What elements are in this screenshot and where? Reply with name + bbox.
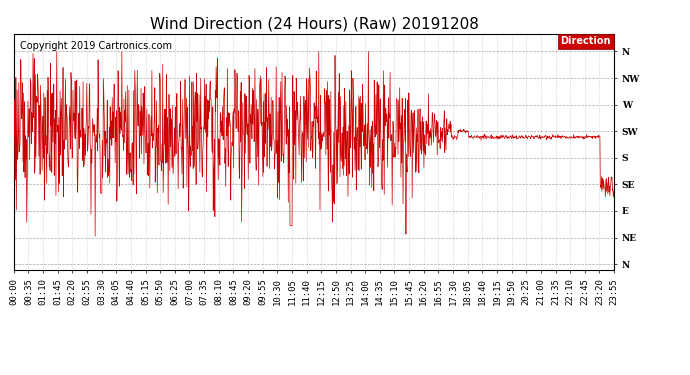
Text: Direction: Direction <box>560 36 611 46</box>
Title: Wind Direction (24 Hours) (Raw) 20191208: Wind Direction (24 Hours) (Raw) 20191208 <box>150 16 478 31</box>
Text: Copyright 2019 Cartronics.com: Copyright 2019 Cartronics.com <box>20 41 172 51</box>
